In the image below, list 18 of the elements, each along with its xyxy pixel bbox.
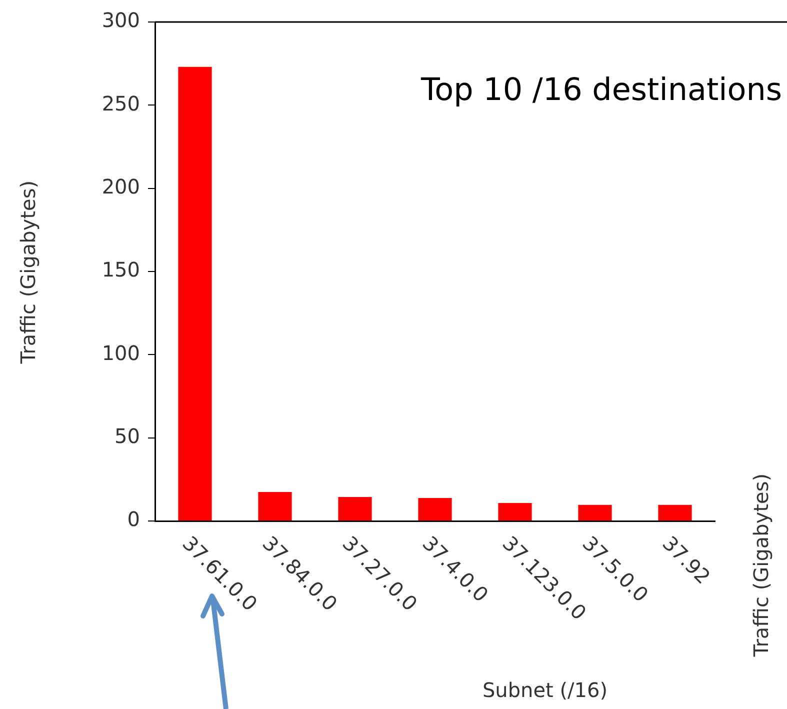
bar [418, 498, 452, 520]
y-tick-label: 150 [102, 258, 140, 282]
y-tick-label: 250 [102, 91, 140, 116]
bar [178, 66, 212, 520]
bar [338, 497, 372, 520]
y-tick-label: 100 [102, 340, 140, 365]
y-tick-label: 200 [102, 174, 140, 199]
bar [658, 504, 692, 520]
y-tick-label: 0 [127, 507, 140, 532]
y-tick-label: 300 [102, 8, 140, 32]
y-tick-label: 50 [114, 424, 140, 448]
bar [498, 503, 532, 520]
x-axis-title: Subnet (/16) [482, 678, 608, 702]
y-axis-title: Traffic (Gigabytes) [16, 180, 40, 365]
bar [258, 492, 292, 520]
text: Traffic (Gigabytes) [749, 473, 774, 658]
text: Top 10 /16 destinations [420, 72, 782, 108]
bar [578, 504, 612, 520]
